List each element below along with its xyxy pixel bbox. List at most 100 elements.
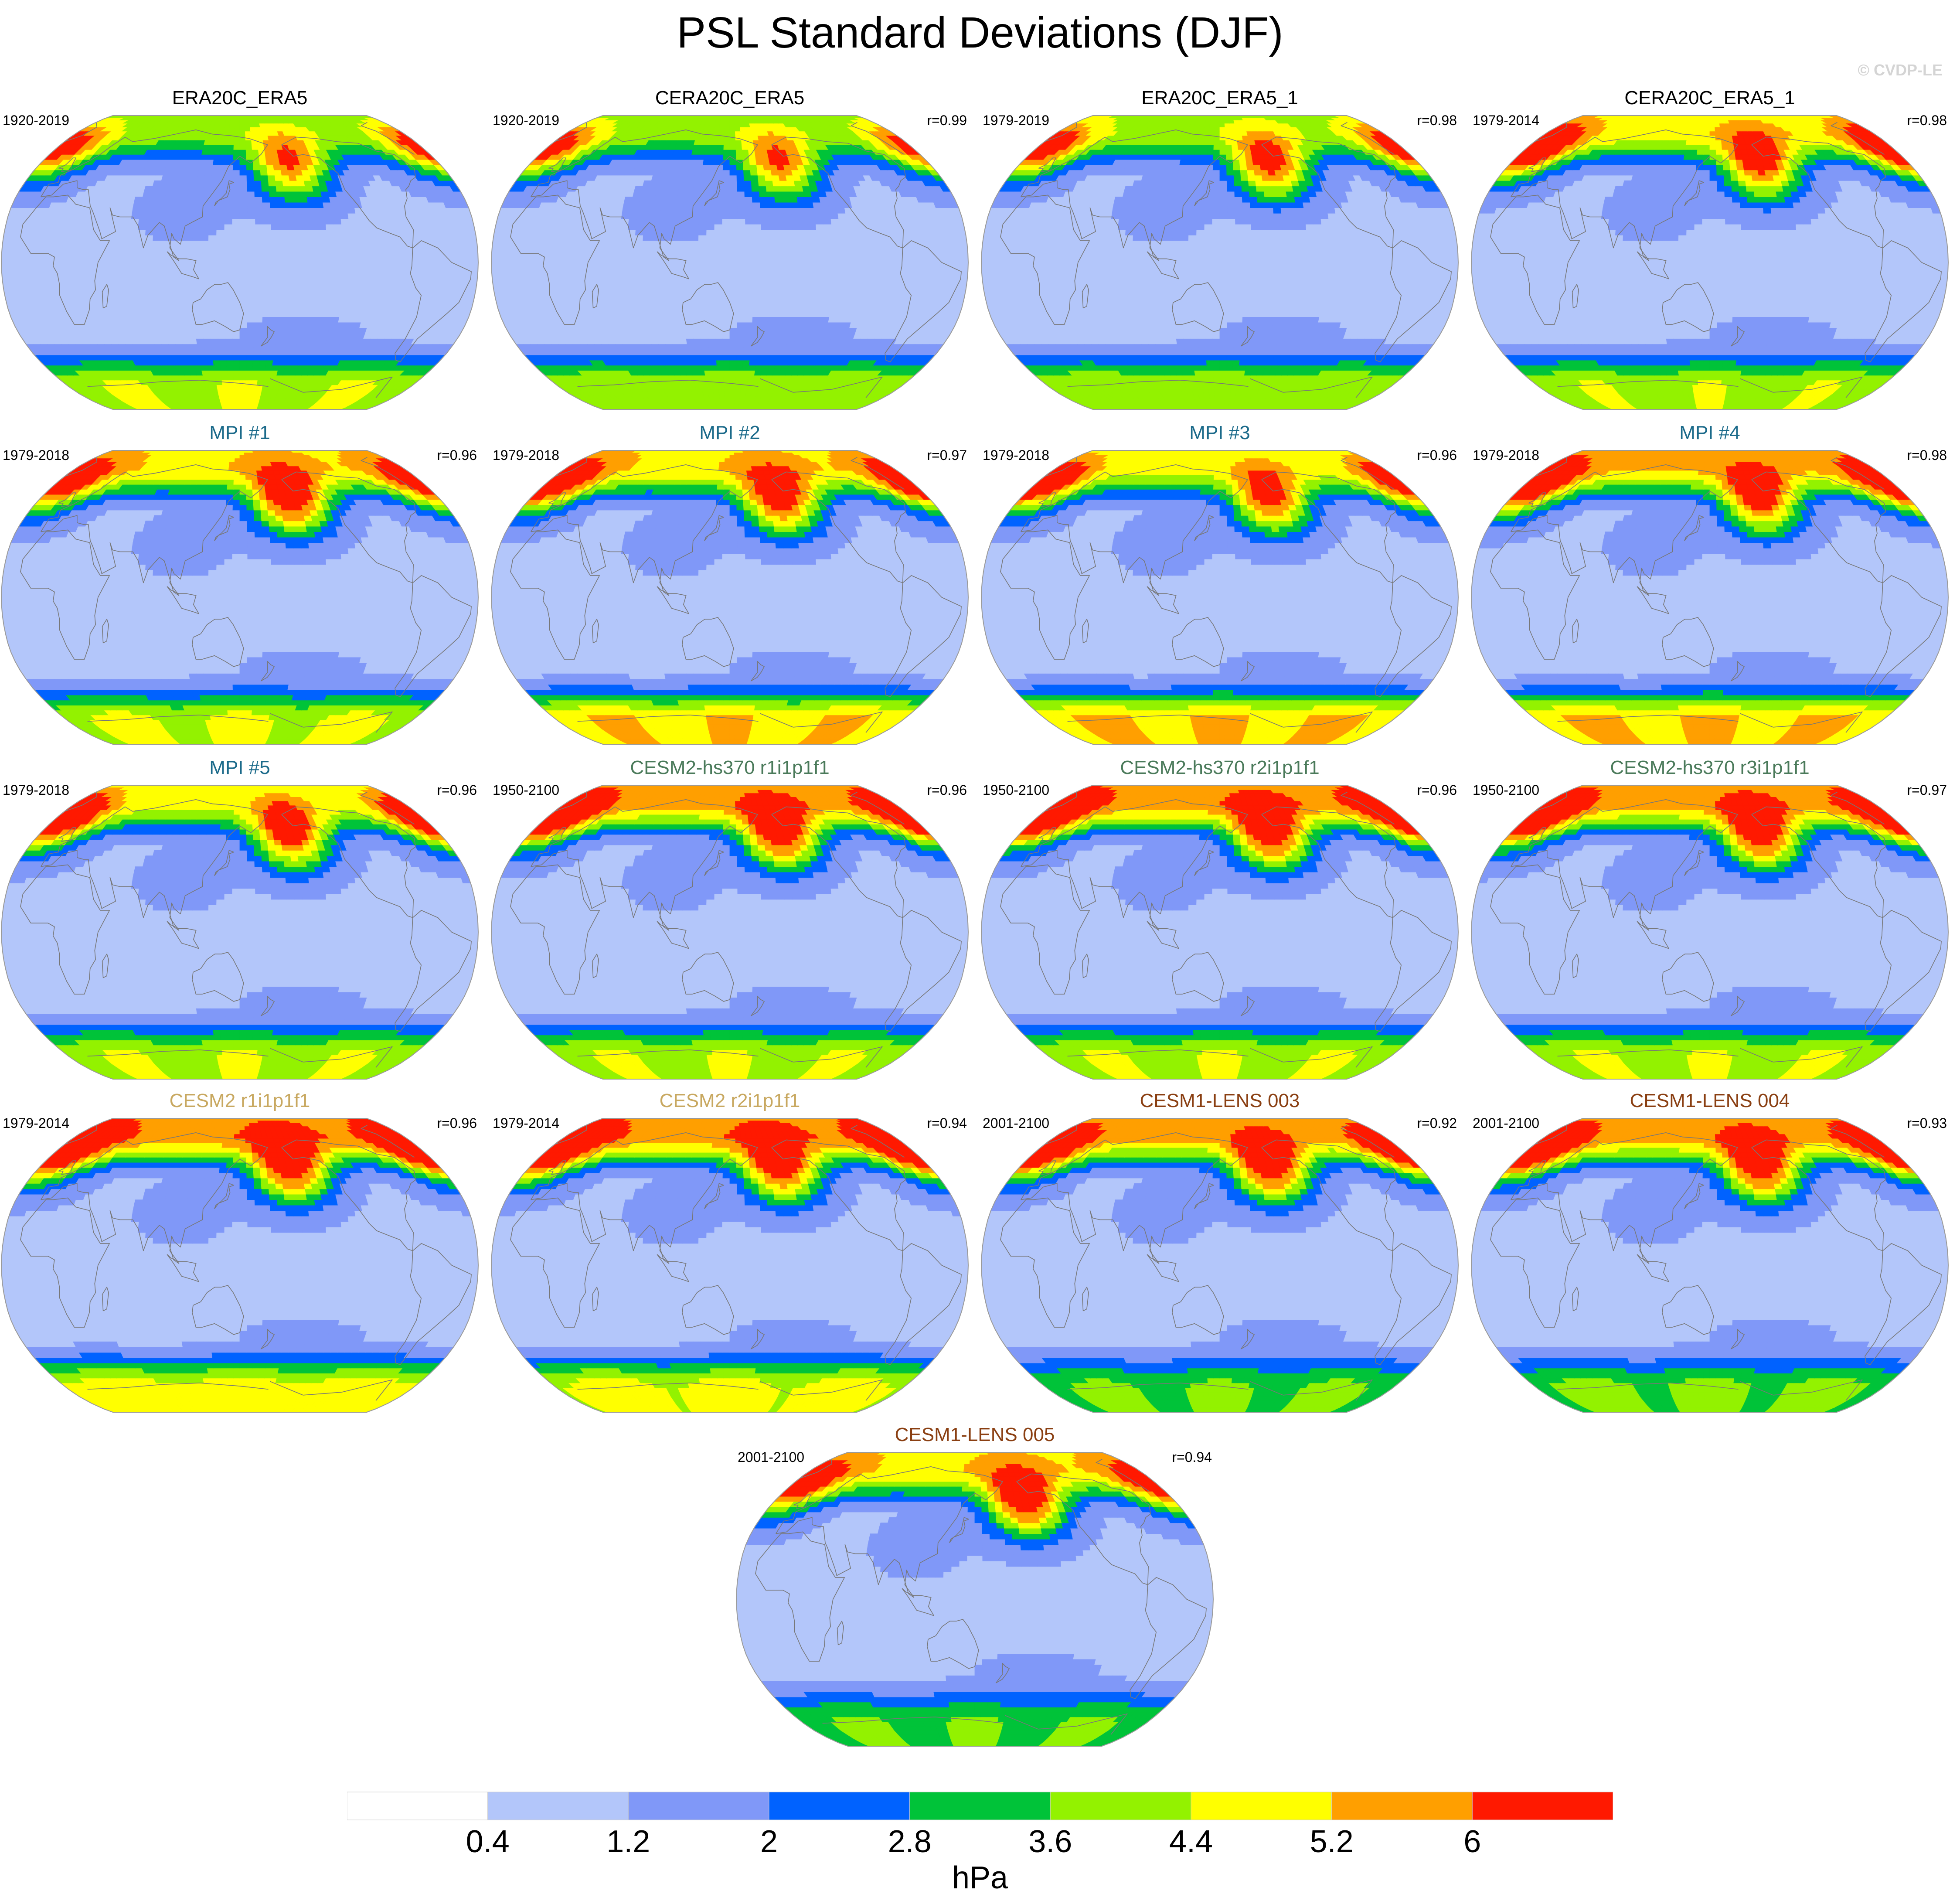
field-cell bbox=[301, 218, 310, 225]
field-cell bbox=[1203, 389, 1209, 394]
field-cell bbox=[773, 327, 783, 334]
field-cell bbox=[339, 208, 348, 214]
field-cell bbox=[194, 154, 202, 160]
field-cell bbox=[184, 164, 194, 170]
field-cell bbox=[226, 365, 234, 371]
field-cell bbox=[815, 218, 823, 225]
field-cell bbox=[211, 180, 219, 187]
field-cell bbox=[1219, 375, 1226, 381]
field-cell bbox=[173, 186, 182, 192]
field-cell bbox=[708, 349, 717, 355]
psl-field bbox=[491, 116, 968, 409]
field-cell bbox=[707, 389, 714, 394]
field-cell bbox=[735, 149, 743, 155]
field-cell bbox=[803, 327, 812, 334]
field-cell bbox=[329, 197, 338, 203]
field-cell bbox=[234, 385, 240, 390]
field-cell bbox=[321, 322, 331, 328]
field-cell bbox=[1205, 401, 1211, 405]
field-cell bbox=[631, 197, 641, 203]
field-cell bbox=[766, 333, 774, 339]
field-cell bbox=[186, 202, 195, 208]
field-cell bbox=[687, 344, 695, 350]
field-cell bbox=[188, 186, 197, 192]
field-cell bbox=[199, 159, 208, 165]
field-cell bbox=[193, 159, 201, 165]
field-cell bbox=[231, 208, 240, 214]
field-cell bbox=[769, 164, 778, 170]
field-cell bbox=[745, 208, 753, 214]
field-cell bbox=[218, 338, 226, 345]
field-cell bbox=[729, 159, 737, 165]
field-cell bbox=[194, 365, 202, 371]
field-cell bbox=[269, 317, 278, 323]
field-cell bbox=[767, 317, 776, 323]
field-cell bbox=[764, 175, 773, 181]
field-cell bbox=[722, 349, 730, 355]
field-cell bbox=[1219, 385, 1226, 390]
field-cell bbox=[187, 191, 196, 198]
coastline bbox=[41, 129, 268, 261]
field-cell bbox=[217, 186, 226, 192]
field-cell bbox=[160, 180, 169, 187]
coastline bbox=[192, 282, 244, 332]
field-cell bbox=[698, 213, 707, 219]
robinson-map bbox=[0, 115, 479, 410]
field-cell bbox=[262, 208, 271, 214]
field-cell bbox=[724, 398, 730, 402]
field-cell bbox=[777, 349, 786, 355]
field-cell bbox=[707, 202, 715, 208]
field-cell bbox=[757, 344, 766, 350]
field-cell bbox=[308, 208, 317, 214]
field-cell bbox=[153, 235, 161, 241]
field-cell bbox=[228, 385, 235, 390]
field-cell bbox=[129, 116, 139, 118]
field-cell bbox=[834, 322, 844, 328]
field-cell bbox=[146, 213, 156, 219]
field-cell bbox=[1209, 398, 1215, 402]
field-cell bbox=[750, 175, 759, 181]
field-cell bbox=[239, 170, 247, 176]
field-cell bbox=[311, 116, 320, 118]
field-cell bbox=[729, 123, 735, 128]
field-cell bbox=[729, 197, 738, 203]
field-cell bbox=[694, 170, 703, 176]
field-cell bbox=[221, 140, 228, 145]
field-cell bbox=[729, 170, 737, 176]
field-cell bbox=[807, 218, 816, 225]
field-cell bbox=[221, 144, 228, 150]
field-cell bbox=[723, 370, 730, 376]
field-cell bbox=[317, 224, 327, 230]
field-cell bbox=[190, 175, 198, 181]
field-cell bbox=[264, 370, 272, 376]
field-cell bbox=[307, 202, 316, 208]
field-cell bbox=[723, 140, 730, 145]
field-cell bbox=[630, 202, 640, 208]
field-cell bbox=[709, 123, 716, 128]
field-cell bbox=[232, 197, 240, 203]
field-cell bbox=[715, 338, 723, 345]
field-cell bbox=[203, 186, 211, 192]
field-cell bbox=[314, 197, 323, 203]
field-cell bbox=[770, 170, 779, 176]
field-cell bbox=[1199, 398, 1206, 402]
field-cell bbox=[226, 354, 234, 361]
field-cell bbox=[716, 354, 724, 361]
field-cell bbox=[706, 135, 714, 140]
field-cell bbox=[1225, 385, 1232, 390]
field-cell bbox=[263, 375, 271, 381]
field-cell bbox=[630, 208, 639, 214]
field-cell bbox=[681, 349, 689, 355]
field-cell bbox=[251, 380, 258, 385]
field-cell bbox=[244, 405, 249, 408]
field-cell bbox=[216, 385, 224, 390]
field-cell bbox=[677, 191, 686, 198]
field-cell bbox=[208, 375, 216, 381]
field-cell bbox=[734, 120, 740, 124]
field-cell bbox=[200, 235, 209, 241]
field-cell bbox=[275, 180, 284, 187]
field-cell bbox=[290, 333, 299, 339]
field-cell bbox=[177, 218, 186, 225]
field-cell bbox=[1205, 405, 1211, 408]
field-cell bbox=[694, 175, 702, 181]
